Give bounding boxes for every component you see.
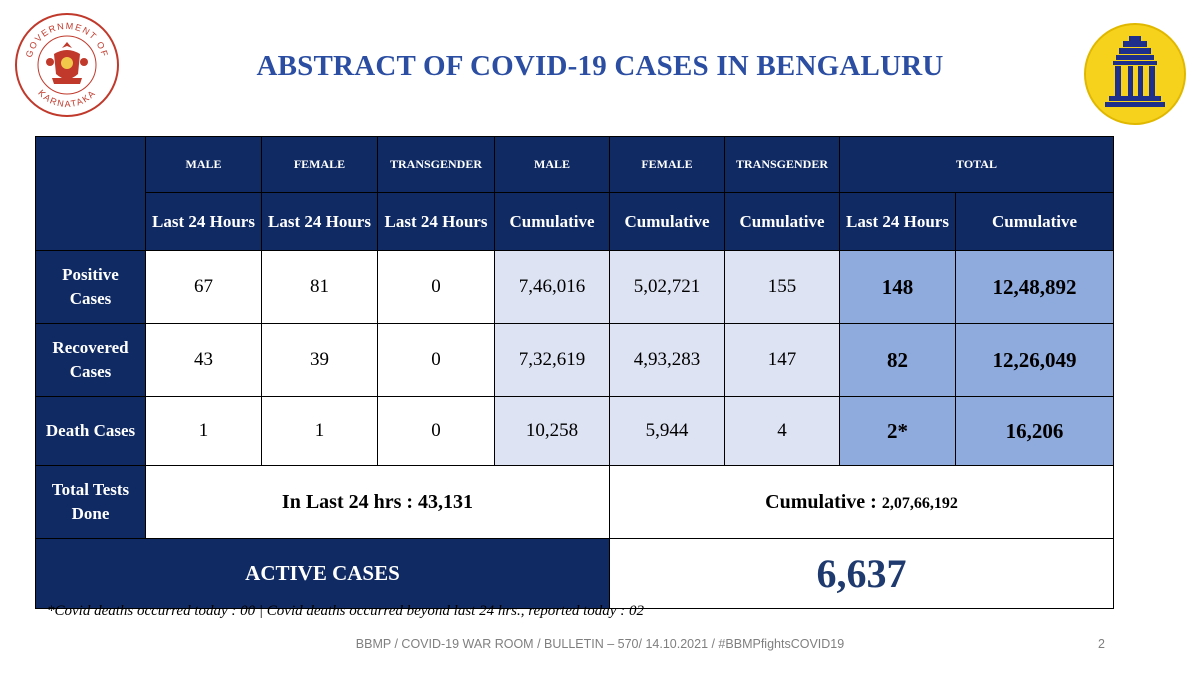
bulletin-footer: BBMP / COVID-19 WAR ROOM / BULLETIN – 57…	[355, 637, 845, 651]
tests-cumulative-value: 2,07,66,192	[881, 494, 958, 512]
table-row-active: ACTIVE CASES 6,637	[35, 538, 1114, 609]
group-header-male-24h: MALE	[145, 136, 262, 193]
sub-header: Last 24 Hours	[145, 192, 262, 251]
table-cell: 1	[145, 396, 262, 466]
bbmp-logo	[1084, 23, 1186, 125]
table-cell: 67	[145, 250, 262, 324]
sub-header: Last 24 Hours	[377, 192, 495, 251]
sub-header: Cumulative	[955, 192, 1114, 251]
table-row-tests: Total Tests Done In Last 24 hrs : 43,131…	[35, 465, 1114, 539]
tests-last-24h: In Last 24 hrs : 43,131	[145, 465, 610, 539]
footnote: *Covid deaths occurred today : 00 | Covi…	[47, 603, 644, 619]
tests-cumulative-label: Cumulative :	[765, 490, 882, 513]
sub-header: Cumulative	[724, 192, 840, 251]
row-label-recovered: Recovered Cases	[35, 323, 146, 397]
government-of-karnataka-seal: GOVERNMENT OF KARNATAKA	[15, 13, 119, 117]
sub-header: Last 24 Hours	[261, 192, 378, 251]
total-cell: 12,26,049	[955, 323, 1114, 397]
group-header-transgender-cumulative: TRANSGENDER	[724, 136, 840, 193]
corner-header-cell	[35, 136, 146, 251]
group-header-female-24h: FEMALE	[261, 136, 378, 193]
tests-cumulative: Cumulative : 2,07,66,192	[609, 465, 1114, 539]
table-cell: 10,258	[494, 396, 610, 466]
temple-gopura-icon	[1105, 36, 1165, 107]
covid-abstract-table: MALE FEMALE TRANSGENDER MALE FEMALE TRAN…	[35, 136, 1114, 609]
group-header-female-cumulative: FEMALE	[609, 136, 725, 193]
table-cell: 4	[724, 396, 840, 466]
table-cell: 0	[377, 250, 495, 324]
page-number: 2	[1098, 637, 1105, 651]
sub-header: Last 24 Hours	[839, 192, 956, 251]
page-title: ABSTRACT OF COVID-19 CASES IN BENGALURU	[256, 50, 944, 82]
table-cell: 0	[377, 396, 495, 466]
group-header-transgender-24h: TRANSGENDER	[377, 136, 495, 193]
table-cell: 43	[145, 323, 262, 397]
table-row-recovered: Recovered Cases 43 39 0 7,32,619 4,93,28…	[35, 323, 1114, 397]
total-cell: 82	[839, 323, 956, 397]
total-cell: 148	[839, 250, 956, 324]
table-cell: 147	[724, 323, 840, 397]
active-cases-value: 6,637	[609, 538, 1114, 609]
table-cell: 7,32,619	[494, 323, 610, 397]
table-cell: 1	[261, 396, 378, 466]
group-header-male-cumulative: MALE	[494, 136, 610, 193]
row-label-positive: Positive Cases	[35, 250, 146, 324]
total-cell: 16,206	[955, 396, 1114, 466]
group-header-total: TOTAL	[839, 136, 1114, 193]
row-label-death: Death Cases	[35, 396, 146, 466]
emblem-icon	[46, 42, 88, 84]
table-cell: 81	[261, 250, 378, 324]
table-cell: 39	[261, 323, 378, 397]
active-cases-label: ACTIVE CASES	[35, 538, 610, 609]
total-cell: 2*	[839, 396, 956, 466]
table-cell: 4,93,283	[609, 323, 725, 397]
sub-header: Cumulative	[609, 192, 725, 251]
row-label-tests: Total Tests Done	[35, 465, 146, 539]
total-cell: 12,48,892	[955, 250, 1114, 324]
table-cell: 5,944	[609, 396, 725, 466]
table-row-positive: Positive Cases 67 81 0 7,46,016 5,02,721…	[35, 250, 1114, 324]
table-cell: 7,46,016	[494, 250, 610, 324]
table-cell: 155	[724, 250, 840, 324]
sub-header: Cumulative	[494, 192, 610, 251]
table-row-death: Death Cases 1 1 0 10,258 5,944 4 2* 16,2…	[35, 396, 1114, 466]
table-cell: 5,02,721	[609, 250, 725, 324]
table-cell: 0	[377, 323, 495, 397]
